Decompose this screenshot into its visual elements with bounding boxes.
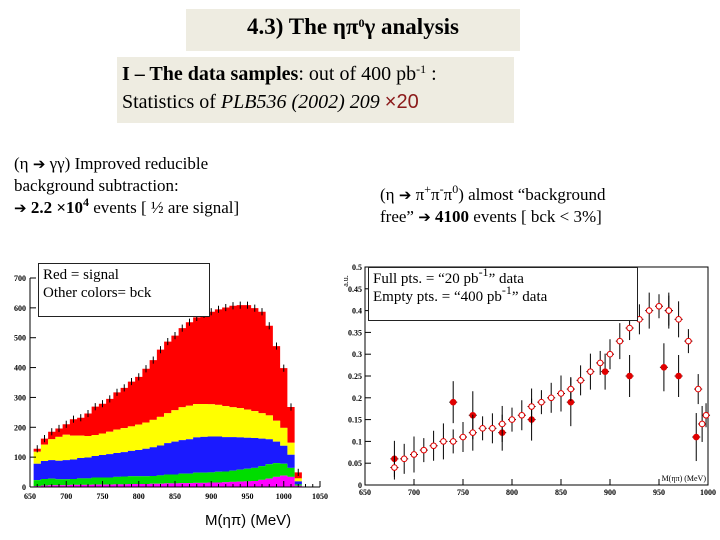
arrow-icon: ➔ — [32, 155, 46, 173]
full-point — [675, 372, 682, 380]
empty-point — [702, 411, 710, 419]
y-tick-label: 0.2 — [352, 394, 362, 403]
empty-point — [616, 337, 624, 345]
empty-point — [655, 302, 663, 310]
full-point — [660, 363, 668, 371]
empty-point — [698, 420, 706, 428]
y-tick-label: 0.5 — [352, 263, 362, 272]
empty-point — [459, 433, 467, 441]
legend-right: Full pts. = “20 pb-1” data Empty pts. = … — [368, 266, 638, 321]
x-tick-label: 650 — [24, 492, 36, 501]
x-tick-label: 750 — [457, 488, 469, 497]
samples-line-2: Statistics of PLB536 (2002) 209 ×20 — [122, 91, 419, 113]
empty-point — [440, 438, 447, 445]
x-tick-label: 950 — [653, 488, 665, 497]
full-point — [626, 372, 633, 380]
right-description: (η ➔ π+π-π0) almost “background free” ➔ … — [380, 182, 606, 226]
full-point — [692, 433, 700, 441]
empty-point — [489, 425, 496, 432]
stacked-histogram: 650 700 750 800 850 900 950 1000 1050 0 100 200 300 4… — [14, 274, 328, 501]
x-tick-label: 650 — [359, 488, 371, 497]
empty-point — [479, 425, 486, 432]
empty-point — [498, 420, 506, 428]
empty-point — [587, 368, 594, 375]
empty-point — [685, 337, 692, 345]
samples-line-1: I – The data samples: out of 400 pb-1 : — [122, 62, 437, 85]
y-tick-label: 600 — [14, 304, 26, 313]
empty-point — [469, 429, 477, 436]
scatter-plot: 650 700 750 800 850 900 950 1000 0 0.05 0.1 0.15 0.2… — [341, 263, 716, 497]
y-tick-label: 500 — [14, 334, 26, 343]
empty-point — [596, 359, 604, 367]
y-tick-label: 0.3 — [352, 350, 362, 359]
empty-point — [626, 324, 633, 332]
samples-background — [117, 57, 514, 123]
y-tick-label: 0.25 — [348, 372, 362, 381]
empty-point — [391, 464, 398, 471]
x-tick-label: 700 — [408, 488, 420, 497]
x-tick-label: 900 — [604, 488, 616, 497]
y-tick-label: 0.45 — [348, 285, 362, 294]
y-tick-label: 400 — [14, 364, 26, 373]
x-tick-label: 800 — [133, 492, 145, 501]
empty-point — [577, 377, 584, 384]
x-tick-label: 1000 — [700, 488, 716, 497]
empty-point — [557, 390, 565, 397]
x-tick-label: 1050 — [312, 492, 328, 501]
full-point — [601, 368, 609, 375]
empty-point — [606, 350, 614, 358]
empty-point — [645, 307, 653, 314]
series-bck-blue — [33, 436, 302, 485]
x-tick-label: 850 — [169, 492, 181, 501]
x-tick-label: 900 — [205, 492, 217, 501]
empty-point — [538, 398, 545, 406]
title-background — [186, 9, 520, 51]
y-tick-label: 0.1 — [352, 437, 362, 446]
y-tick-label: 100 — [14, 453, 26, 462]
y-tick-label: 700 — [14, 274, 26, 283]
x-tick-label: 800 — [506, 488, 518, 497]
empty-point — [694, 385, 702, 393]
y-tick-label: 300 — [14, 393, 26, 402]
left-x-axis-label: M(ηπ) (MeV) — [205, 512, 292, 529]
left-description: (η ➔ γγ) Improved reducible background s… — [14, 154, 240, 217]
empty-point — [665, 307, 673, 314]
empty-point — [547, 394, 555, 402]
x-tick-label: 950 — [242, 492, 254, 501]
empty-point — [420, 446, 428, 454]
y-tick-label: 200 — [14, 423, 26, 432]
empty-point — [449, 438, 457, 445]
y-tick-label: 0 — [358, 481, 362, 490]
empty-point — [518, 411, 526, 419]
empty-point — [410, 451, 418, 458]
y-tick-label: 0.15 — [348, 416, 362, 425]
x-tick-label: 1000 — [276, 492, 292, 501]
empty-point — [528, 403, 535, 410]
y-tick-label: 0.35 — [348, 328, 362, 337]
empty-point — [508, 416, 516, 423]
full-point — [449, 398, 457, 406]
x-axis-label: M(ηπ) (MeV) — [662, 474, 707, 483]
empty-point — [567, 385, 575, 393]
series-bck-green — [33, 463, 302, 487]
x-tick-label: 700 — [60, 492, 72, 501]
empty-point — [675, 316, 682, 323]
y-tick-label: 0.4 — [352, 307, 362, 316]
empty-point — [430, 442, 437, 450]
series-signal-red — [33, 305, 302, 479]
arrow-icon: ➔ — [418, 208, 431, 226]
empty-point — [400, 455, 408, 463]
slide-title: 4.3) The ηπ0γ analysis — [246, 14, 459, 39]
arrow-icon: ➔ — [14, 199, 27, 217]
x-tick-label: 850 — [555, 488, 567, 497]
y-tick-label: 0.05 — [348, 459, 362, 468]
y-axis-label: a.u. — [341, 275, 350, 287]
series-bck-magenta — [33, 475, 302, 487]
legend-left: Red = signal Other colors= bck — [38, 263, 210, 317]
arrow-icon: ➔ — [398, 186, 412, 204]
series-bck-yellow — [33, 403, 302, 482]
y-tick-label: 0 — [22, 483, 26, 492]
x-tick-label: 750 — [97, 492, 109, 501]
